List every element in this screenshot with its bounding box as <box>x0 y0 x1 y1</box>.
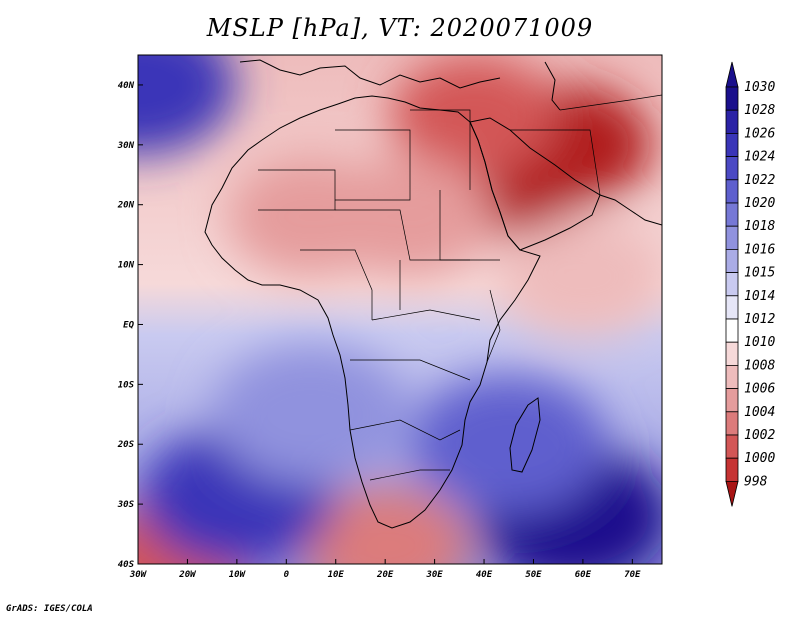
europe-coastline <box>239 59 501 89</box>
colorbar-label: 1014 <box>744 289 775 304</box>
lon-tick-label: 30E <box>425 570 443 580</box>
colorbar-label: 1008 <box>744 358 775 373</box>
colorbar-swatch <box>725 364 739 389</box>
colorbar-swatch <box>725 179 739 204</box>
colorbar-swatch <box>725 411 739 436</box>
lat-tick-label: 30N <box>117 141 135 151</box>
colorbar-bottom-arrow <box>725 480 739 507</box>
colorbar-swatch <box>725 132 739 157</box>
colorbar-label: 1018 <box>744 219 775 234</box>
colorbar-swatch <box>725 109 739 134</box>
footer-credit: GrADS: IGES/COLA <box>6 604 93 614</box>
lat-tick-label: 30S <box>117 500 135 510</box>
low-pressure-cell <box>325 156 494 277</box>
colorbar-label: 1022 <box>744 173 775 188</box>
colorbar-label: 998 <box>744 474 768 489</box>
arabia-coastline <box>469 117 601 251</box>
colorbar-label: 1012 <box>744 312 775 327</box>
lon-tick-label: 10E <box>328 570 345 580</box>
colorbar: 1030 1028 1026 1024 1022 1020 1018 1016 1015 1014… <box>725 61 775 507</box>
colorbar-label: 1002 <box>744 428 775 443</box>
lat-tick-label: 20S <box>117 440 135 450</box>
colorbar-swatch <box>725 86 739 111</box>
colorbar-swatch <box>725 434 739 459</box>
low-pressure-cell <box>498 216 662 337</box>
map-title: MSLP [hPa], VT: 2020071009 <box>206 14 594 42</box>
colorbar-label: 1028 <box>744 103 775 118</box>
colorbar-label: 1030 <box>744 80 775 95</box>
colorbar-swatch <box>725 318 739 343</box>
colorbar-swatch <box>725 225 739 250</box>
colorbar-swatch <box>725 248 739 273</box>
colorbar-label: 1004 <box>744 405 775 420</box>
colorbar-label: 1000 <box>744 451 775 466</box>
lon-tick-label: 10W <box>229 570 247 580</box>
colorbar-swatch <box>725 341 739 366</box>
colorbar-swatch <box>725 272 739 297</box>
colorbar-label: 1020 <box>744 196 775 211</box>
colorbar-label: 1006 <box>744 382 775 397</box>
lat-tick-label: 10S <box>118 380 135 390</box>
high-pressure-cell <box>213 344 410 485</box>
asia-coastline <box>599 194 662 226</box>
colorbar-top-arrow <box>725 61 739 88</box>
lat-tick-label: 10N <box>118 261 135 271</box>
lat-tick-label: EQ <box>123 320 134 330</box>
lon-tick-label: 40E <box>476 570 493 580</box>
colorbar-label: 1015 <box>744 266 775 281</box>
colorbar-swatch <box>725 388 739 413</box>
lon-tick-label: 30W <box>129 570 148 580</box>
coastlines <box>204 59 662 529</box>
low-pressure-cell <box>390 55 559 175</box>
high-pressure-cell <box>138 55 236 155</box>
colorbar-swatch <box>725 457 739 482</box>
lon-tick-label: 20W <box>178 570 197 580</box>
caspian-coastline <box>544 61 561 111</box>
colorbar-label: 1026 <box>744 126 775 141</box>
lon-tick-label: 0 <box>284 570 290 580</box>
lat-tick-label: 20N <box>117 201 135 211</box>
lat-tick-label: 40N <box>118 81 135 91</box>
high-pressure-cell <box>410 374 607 515</box>
country-borders <box>258 94 662 481</box>
colorbar-swatch <box>725 295 739 320</box>
lon-tick-label: 60E <box>575 570 592 580</box>
pressure-field <box>138 55 662 564</box>
colorbar-label: 1010 <box>744 335 775 350</box>
colorbar-swatch <box>725 202 739 227</box>
madagascar-coastline <box>509 397 541 473</box>
africa-coastline <box>204 95 541 529</box>
colorbar-swatch <box>725 156 739 181</box>
colorbar-label: 1016 <box>744 242 775 257</box>
colorbar-label: 1024 <box>744 150 775 165</box>
plot-frame <box>137 54 663 565</box>
lon-tick-label: 20E <box>376 570 394 580</box>
lon-tick-label: 70E <box>624 570 641 580</box>
lat-tick-label: 40S <box>118 560 135 570</box>
lon-tick-label: 50E <box>525 570 542 580</box>
